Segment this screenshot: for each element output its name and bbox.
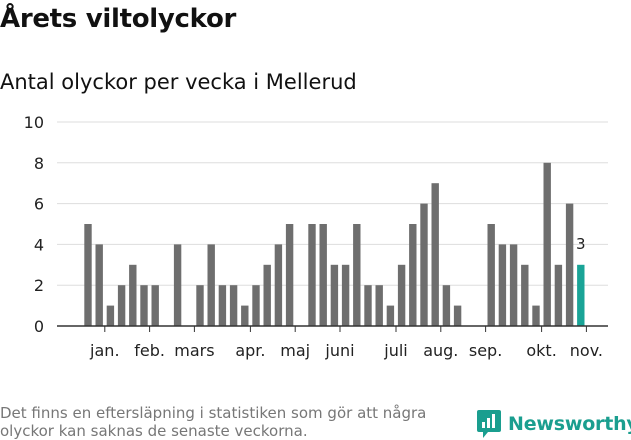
bar[interactable] bbox=[129, 264, 137, 326]
bar[interactable] bbox=[543, 162, 551, 326]
bar[interactable] bbox=[196, 285, 204, 326]
x-tick-labels: jan. feb. mars apr. maj juni juli aug. sep. okt. n… bbox=[89, 341, 603, 360]
bar[interactable] bbox=[420, 203, 428, 326]
bar[interactable] bbox=[364, 285, 372, 326]
y-tick-label: 10 bbox=[24, 113, 44, 132]
chart-subtitle: Antal olyckor per vecka i Mellerud bbox=[0, 70, 357, 94]
y-tick-label: 4 bbox=[34, 235, 44, 254]
bar[interactable] bbox=[375, 285, 383, 326]
highlight-value-label: 3 bbox=[576, 235, 586, 253]
bar[interactable] bbox=[241, 305, 249, 326]
bar[interactable] bbox=[353, 224, 361, 326]
bar[interactable] bbox=[409, 224, 417, 326]
newsworthy-logo-icon bbox=[477, 410, 501, 438]
bar[interactable] bbox=[140, 285, 148, 326]
bar[interactable] bbox=[532, 305, 540, 326]
annotations: 3 bbox=[576, 235, 586, 253]
y-tick-label: 8 bbox=[34, 154, 44, 173]
footer-note: Det finns en eftersläpning i statistiken… bbox=[0, 404, 427, 440]
bar[interactable] bbox=[487, 224, 495, 326]
bar[interactable] bbox=[431, 183, 439, 326]
x-tick-label: jan. bbox=[89, 341, 119, 360]
chart-title: Årets viltolyckor bbox=[0, 4, 237, 34]
bar[interactable] bbox=[330, 264, 339, 326]
brand-name: Newsworthy bbox=[508, 413, 631, 435]
newsworthy-logo[interactable]: Newsworthy bbox=[476, 408, 631, 440]
bar[interactable] bbox=[173, 244, 182, 326]
x-tick-label: juni bbox=[324, 341, 354, 360]
bar[interactable] bbox=[151, 285, 159, 326]
bar[interactable] bbox=[218, 285, 227, 326]
bar[interactable] bbox=[285, 224, 294, 326]
bar[interactable] bbox=[577, 264, 585, 326]
bar[interactable] bbox=[397, 264, 406, 326]
bar[interactable] bbox=[341, 264, 350, 326]
bar[interactable] bbox=[95, 244, 103, 326]
bar[interactable] bbox=[442, 285, 451, 326]
bar[interactable] bbox=[229, 285, 238, 326]
y-tick-labels: 0 2 4 6 8 10 bbox=[24, 113, 44, 336]
bar[interactable] bbox=[319, 224, 327, 326]
y-tick-label: 6 bbox=[34, 195, 44, 214]
bar[interactable] bbox=[308, 224, 316, 326]
bar[interactable] bbox=[521, 264, 529, 326]
x-tick-label: okt. bbox=[526, 341, 556, 360]
x-tick-label: sep. bbox=[469, 341, 502, 360]
bar[interactable] bbox=[274, 244, 283, 326]
bar[interactable] bbox=[554, 264, 563, 326]
x-tick-label: mars bbox=[174, 341, 214, 360]
x-tick-label: aug. bbox=[423, 341, 458, 360]
x-tick-label: juli bbox=[383, 341, 407, 360]
x-axis bbox=[57, 325, 608, 332]
grid-lines bbox=[57, 121, 608, 286]
y-tick-label: 2 bbox=[34, 276, 44, 295]
bar[interactable] bbox=[565, 203, 574, 326]
bar[interactable] bbox=[263, 264, 271, 326]
bar[interactable] bbox=[498, 244, 507, 326]
bar[interactable] bbox=[106, 305, 115, 326]
x-tick-label: feb. bbox=[134, 341, 165, 360]
bar[interactable] bbox=[84, 224, 92, 326]
bars bbox=[84, 162, 585, 326]
bar[interactable] bbox=[509, 244, 518, 326]
bar[interactable] bbox=[117, 285, 126, 326]
bar-chart: 0 2 4 6 8 10 jan. feb. mars apr. maj juni juli aug. s… bbox=[24, 113, 608, 360]
x-tick-label: apr. bbox=[235, 341, 265, 360]
bar[interactable] bbox=[252, 285, 260, 326]
bar[interactable] bbox=[386, 305, 395, 326]
bar[interactable] bbox=[453, 305, 462, 326]
x-tick-label: maj bbox=[280, 341, 310, 360]
bar[interactable] bbox=[207, 244, 215, 326]
x-tick-label: nov. bbox=[570, 341, 603, 360]
y-tick-label: 0 bbox=[34, 317, 44, 336]
